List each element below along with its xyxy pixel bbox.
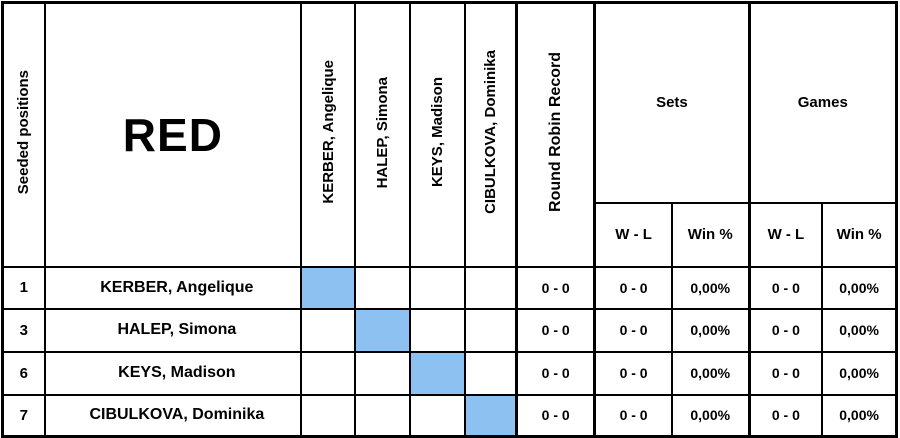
- matrix-cell-self: [300, 265, 357, 310]
- games-header: Games: [748, 1, 898, 204]
- table-row: 1 KERBER, Angelique 0 - 0 0 - 0 0,00% 0 …: [1, 265, 898, 310]
- round-robin-record-label: Round Robin Record: [546, 52, 564, 213]
- matrix-cell: [464, 265, 518, 310]
- matrix-cell: [300, 350, 357, 396]
- seed-cell: 1: [1, 265, 46, 310]
- opponent-header-cibulkova: CIBULKOVA, Dominika: [464, 1, 518, 268]
- sets-wl-cell: 0 - 0: [593, 307, 673, 353]
- opponent-header-kerber: KERBER, Angelique: [300, 1, 357, 268]
- seeded-positions-label: Seeded positions: [15, 70, 33, 195]
- games-winpct-cell: 0,00%: [821, 350, 898, 396]
- sets-winpct-cell: 0,00%: [670, 350, 751, 396]
- table-row: 7 CIBULKOVA, Dominika 0 - 0 0 - 0 0,00% …: [1, 393, 898, 438]
- games-winpct-cell: 0,00%: [821, 265, 898, 310]
- matrix-cell: [354, 393, 412, 438]
- matrix-cell-self: [464, 393, 518, 438]
- matrix-cell-self: [409, 350, 467, 396]
- seed-cell: 3: [1, 307, 46, 353]
- sets-winpct-cell: 0,00%: [670, 393, 751, 438]
- sets-wl-cell: 0 - 0: [593, 350, 673, 396]
- matrix-cell: [300, 307, 357, 353]
- matrix-cell: [409, 265, 467, 310]
- matrix-cell: [354, 350, 412, 396]
- record-cell: 0 - 0: [515, 393, 596, 438]
- opponent-label: CIBULKOVA, Dominika: [482, 50, 500, 215]
- player-name-cell: CIBULKOVA, Dominika: [43, 393, 303, 438]
- seeded-positions-header: Seeded positions: [1, 1, 46, 268]
- seed-cell: 6: [1, 350, 46, 396]
- games-wl-cell: 0 - 0: [748, 265, 824, 310]
- games-winpct-cell: 0,00%: [821, 307, 898, 353]
- record-cell: 0 - 0: [515, 307, 596, 353]
- opponent-label: KERBER, Angelique: [319, 60, 337, 205]
- games-winpct-header: Win %: [821, 201, 898, 268]
- opponent-label: HALEP, Simona: [374, 76, 392, 188]
- games-wl-header: W - L: [748, 201, 824, 268]
- table-row: 3 HALEP, Simona 0 - 0 0 - 0 0,00% 0 - 0 …: [1, 307, 898, 353]
- matrix-cell: [354, 265, 412, 310]
- games-winpct-cell: 0,00%: [821, 393, 898, 438]
- matrix-cell: [300, 393, 357, 438]
- games-wl-cell: 0 - 0: [748, 350, 824, 396]
- record-cell: 0 - 0: [515, 265, 596, 310]
- matrix-cell-self: [354, 307, 412, 353]
- matrix-cell: [464, 350, 518, 396]
- opponent-label: KEYS, Madison: [429, 77, 447, 188]
- player-name-cell: HALEP, Simona: [43, 307, 303, 353]
- table-row: 6 KEYS, Madison 0 - 0 0 - 0 0,00% 0 - 0 …: [1, 350, 898, 396]
- sets-winpct-header: Win %: [670, 201, 751, 268]
- sets-wl-cell: 0 - 0: [593, 393, 673, 438]
- player-name-cell: KERBER, Angelique: [43, 265, 303, 310]
- opponent-header-keys: KEYS, Madison: [409, 1, 467, 268]
- sets-winpct-cell: 0,00%: [670, 307, 751, 353]
- sets-winpct-cell: 0,00%: [670, 265, 751, 310]
- games-wl-cell: 0 - 0: [748, 307, 824, 353]
- games-wl-cell: 0 - 0: [748, 393, 824, 438]
- sets-wl-header: W - L: [593, 201, 673, 268]
- record-cell: 0 - 0: [515, 350, 596, 396]
- sets-header: Sets: [593, 1, 751, 204]
- group-title: RED: [43, 1, 303, 268]
- matrix-cell: [409, 393, 467, 438]
- seed-cell: 7: [1, 393, 46, 438]
- player-name-cell: KEYS, Madison: [43, 350, 303, 396]
- sets-wl-cell: 0 - 0: [593, 265, 673, 310]
- matrix-cell: [464, 307, 518, 353]
- opponent-header-halep: HALEP, Simona: [354, 1, 412, 268]
- matrix-cell: [409, 307, 467, 353]
- round-robin-record-header: Round Robin Record: [515, 1, 596, 268]
